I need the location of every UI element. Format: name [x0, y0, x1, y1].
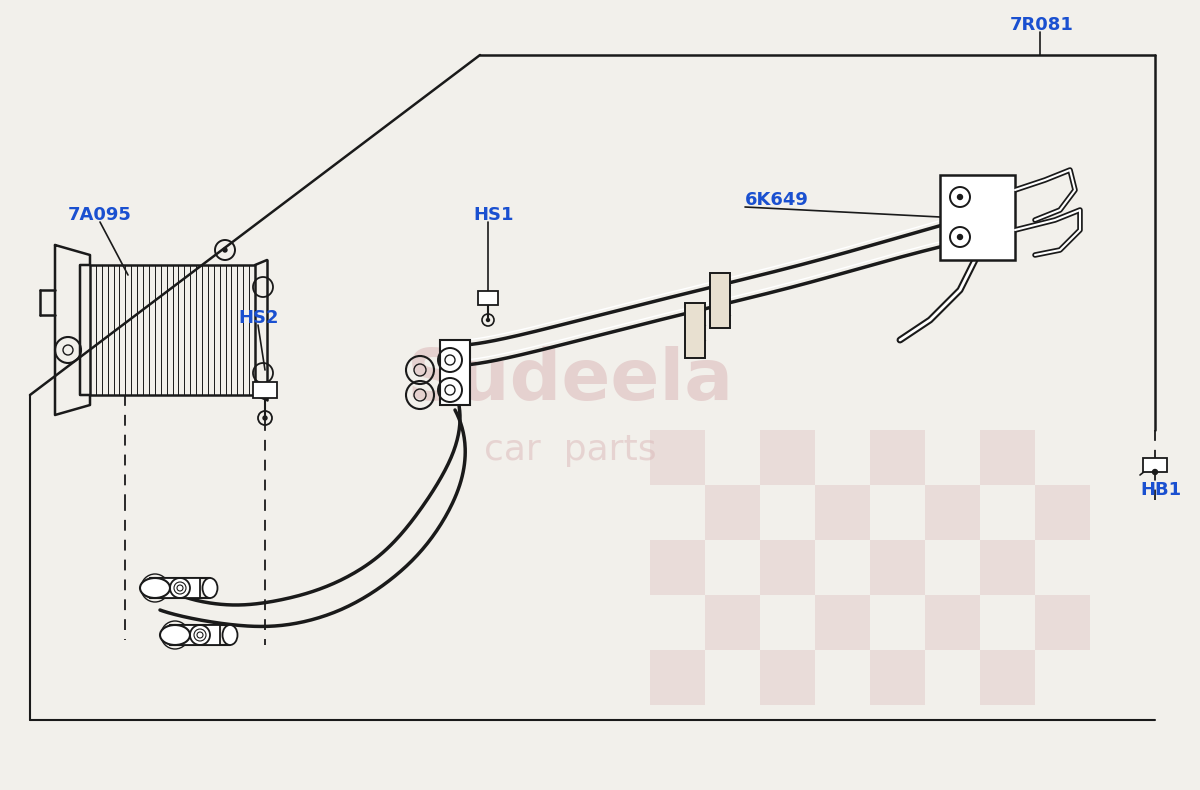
Bar [925, 595, 980, 650]
Bar [870, 430, 925, 485]
Bar [253, 382, 277, 398]
Ellipse shape [160, 625, 190, 645]
Bar [760, 650, 815, 705]
Bar [1142, 458, 1166, 472]
Bar [704, 595, 760, 650]
Ellipse shape [140, 578, 170, 598]
Bar [704, 485, 760, 540]
Circle shape [263, 416, 266, 420]
Bar [760, 430, 815, 485]
Bar [1034, 595, 1090, 650]
Bar [760, 540, 815, 595]
Text: 7A095: 7A095 [68, 206, 132, 224]
Bar [870, 540, 925, 595]
Bar [815, 485, 870, 540]
Text: HS1: HS1 [473, 206, 514, 224]
Bar [650, 430, 704, 485]
Text: 7R081: 7R081 [1010, 16, 1074, 34]
Bar [710, 273, 730, 328]
Circle shape [958, 235, 962, 239]
Bar [815, 595, 870, 650]
Circle shape [1152, 469, 1158, 475]
Text: Sudeela: Sudeela [407, 345, 733, 415]
Bar [440, 340, 470, 405]
Circle shape [486, 318, 490, 322]
Circle shape [223, 248, 227, 252]
Bar [1034, 485, 1090, 540]
Bar [925, 485, 980, 540]
Bar [980, 540, 1034, 595]
Bar [170, 625, 220, 645]
Bar [980, 430, 1034, 485]
Bar [940, 175, 1015, 260]
Text: 6K649: 6K649 [745, 191, 809, 209]
Text: HS2: HS2 [238, 309, 278, 327]
Text: car  parts: car parts [484, 433, 656, 467]
Ellipse shape [222, 625, 238, 645]
Bar [870, 650, 925, 705]
Bar [90, 265, 256, 395]
Text: HB1: HB1 [1140, 481, 1181, 499]
Bar [685, 303, 704, 358]
Circle shape [958, 194, 962, 200]
Bar [650, 650, 704, 705]
Bar [650, 540, 704, 595]
Bar [150, 578, 200, 598]
Ellipse shape [203, 578, 217, 598]
Bar [980, 650, 1034, 705]
Bar [478, 291, 498, 305]
